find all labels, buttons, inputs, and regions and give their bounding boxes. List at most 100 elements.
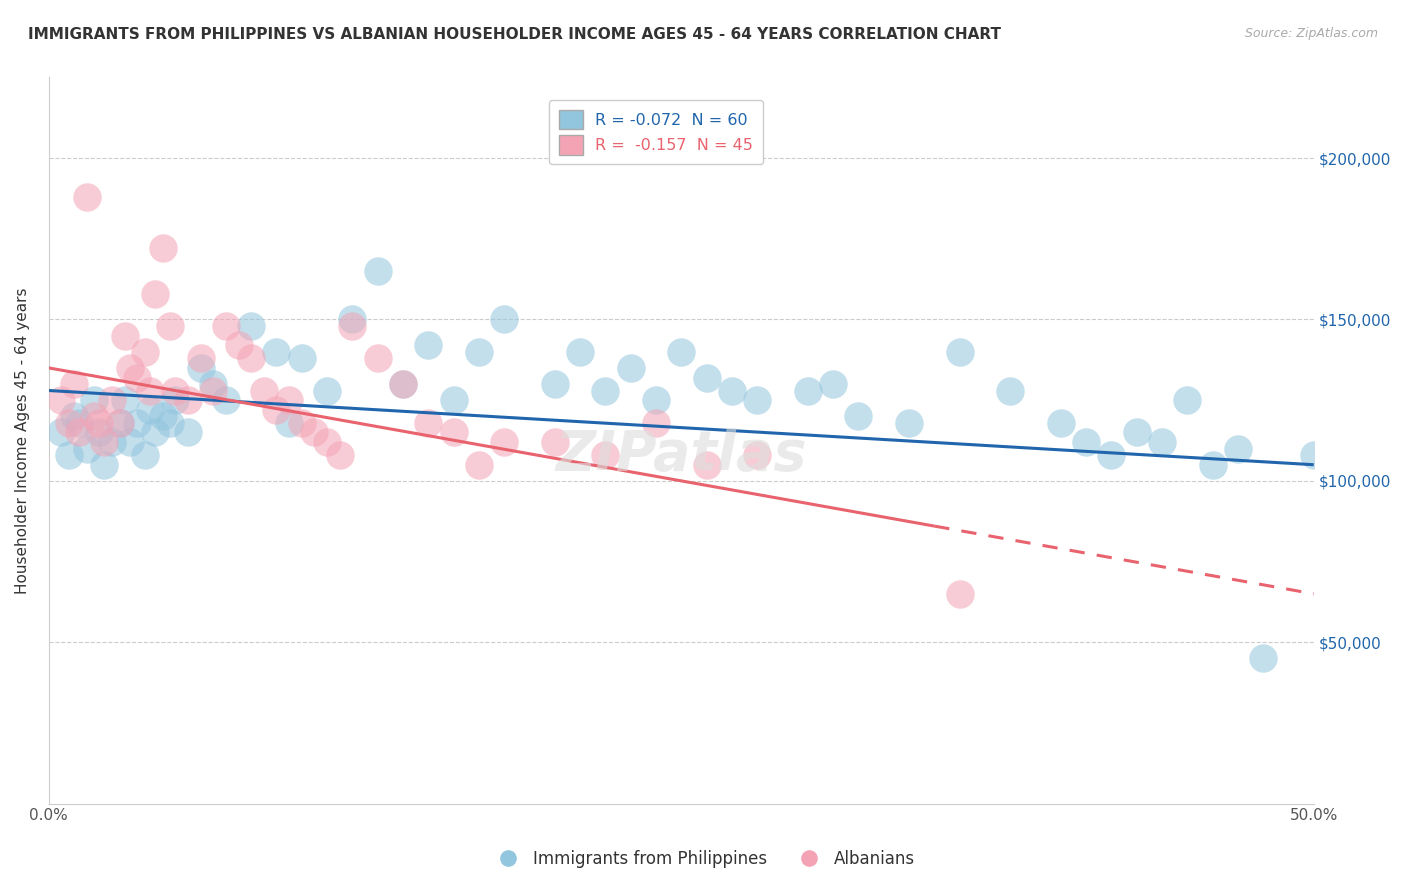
Point [797,384,820,398]
Point [76,190,98,204]
Point [159,318,181,333]
Point [342,318,364,333]
Point [93,435,115,450]
Point [240,351,263,366]
Point [329,448,352,462]
Point [266,402,288,417]
Point [645,416,668,430]
Point [494,435,516,450]
Text: ZIPatlas: ZIPatlas [555,428,807,482]
Point [747,393,769,408]
Point [569,344,592,359]
Y-axis label: Householder Income Ages 45 - 64 years: Householder Income Ages 45 - 64 years [15,287,30,594]
Point [823,377,845,392]
Point [190,360,212,375]
Point [1251,651,1274,665]
Point [165,384,187,398]
Point [468,458,491,472]
Point [367,351,389,366]
Point [127,370,149,384]
Point [134,448,156,462]
Legend: R = -0.072  N = 60, R =  -0.157  N = 45: R = -0.072 N = 60, R = -0.157 N = 45 [550,100,763,164]
Point [58,416,80,430]
Point [418,416,440,430]
Point [240,318,263,333]
Text: IMMIGRANTS FROM PHILIPPINES VS ALBANIAN HOUSEHOLDER INCOME AGES 45 - 64 YEARS CO: IMMIGRANTS FROM PHILIPPINES VS ALBANIAN … [28,27,1001,42]
Point [278,416,301,430]
Point [134,344,156,359]
Point [89,425,111,440]
Point [595,384,617,398]
Point [51,393,73,408]
Point [215,318,238,333]
Point [76,442,98,456]
Point [101,435,124,450]
Point [1302,448,1324,462]
Point [139,384,162,398]
Point [948,344,970,359]
Point [177,393,200,408]
Point [291,351,314,366]
Point [392,377,415,392]
Point [228,338,250,352]
Point [443,425,465,440]
Point [468,344,491,359]
Point [177,425,200,440]
Point [152,409,174,424]
Point [1175,393,1198,408]
Point [202,377,225,392]
Point [165,393,187,408]
Point [544,435,567,450]
Point [215,393,238,408]
Text: Source: ZipAtlas.com: Source: ZipAtlas.com [1244,27,1378,40]
Point [1074,435,1097,450]
Point [1099,448,1122,462]
Point [93,458,115,472]
Point [620,360,643,375]
Point [83,409,105,424]
Point [67,425,90,440]
Point [190,351,212,366]
Point [127,416,149,430]
Point [418,338,440,352]
Point [266,344,288,359]
Point [897,416,920,430]
Point [253,384,276,398]
Point [342,312,364,326]
Point [316,384,339,398]
Point [63,377,86,392]
Point [367,264,389,278]
Point [143,425,166,440]
Point [152,242,174,256]
Point [544,377,567,392]
Point [747,448,769,462]
Point [1125,425,1147,440]
Point [118,435,141,450]
Point [67,416,90,430]
Point [443,393,465,408]
Point [159,416,181,430]
Point [721,384,744,398]
Point [108,416,131,430]
Point [392,377,415,392]
Point [948,587,970,601]
Point [998,384,1021,398]
Point [316,435,339,450]
Point [139,402,162,417]
Point [696,370,718,384]
Point [304,425,326,440]
Point [278,393,301,408]
Point [202,384,225,398]
Point [58,448,80,462]
Point [494,312,516,326]
Point [51,425,73,440]
Point [696,458,718,472]
Point [645,393,668,408]
Point [1150,435,1173,450]
Point [291,416,314,430]
Point [114,393,136,408]
Point [118,360,141,375]
Point [595,448,617,462]
Point [671,344,693,359]
Point [143,286,166,301]
